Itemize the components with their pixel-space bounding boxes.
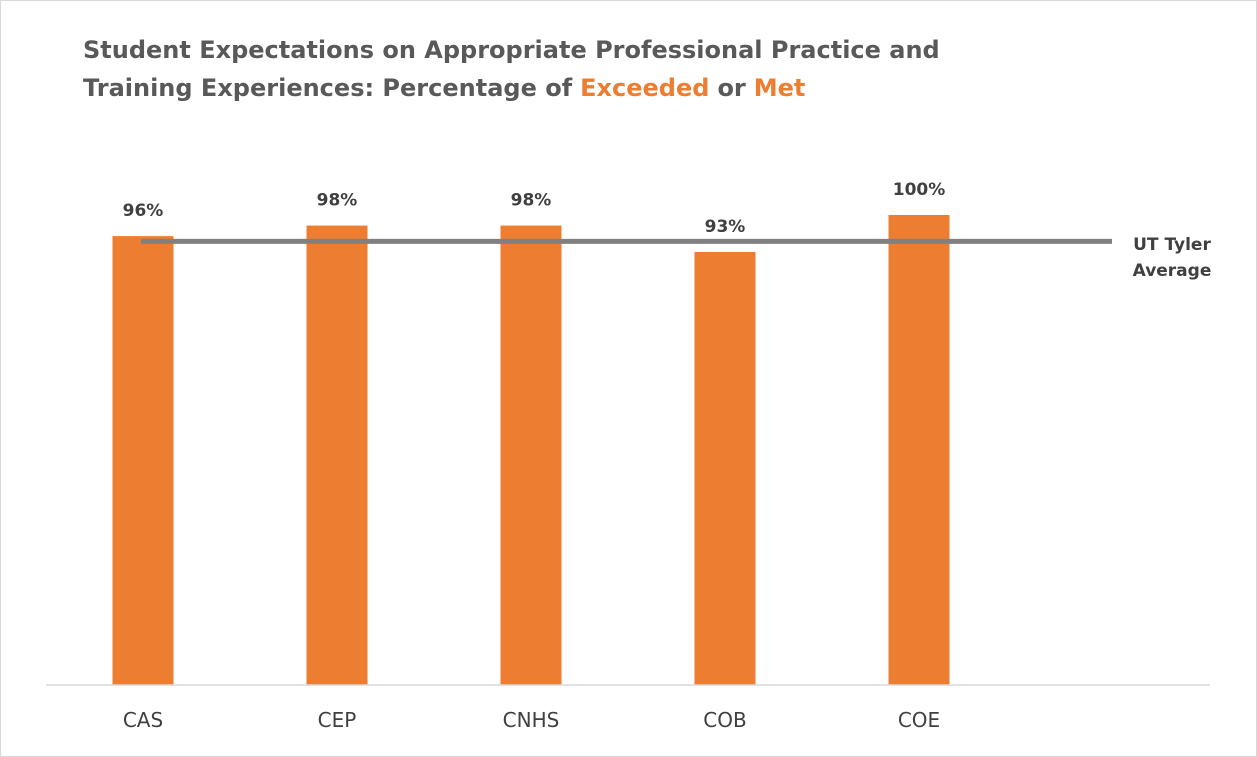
bar (500, 225, 562, 685)
bar (306, 225, 368, 685)
title-part: Training Experiences: Percentage of (83, 74, 573, 102)
x-tick-label: CEP (318, 708, 357, 732)
chart-title: Training Experiences: Percentage of Excee… (83, 74, 805, 102)
x-tick-label: CNHS (503, 708, 560, 732)
bar (694, 251, 756, 685)
chart-title: Student Expectations on Appropriate Prof… (83, 36, 940, 64)
title-part: Student Expectations on Appropriate Prof… (83, 36, 940, 64)
value-label: 98% (317, 191, 358, 211)
title-part: Met (754, 74, 806, 102)
value-label: 96% (123, 201, 164, 221)
bar (112, 236, 174, 685)
value-label: 98% (511, 191, 552, 211)
value-label: 93% (705, 217, 746, 237)
title-part: or (717, 74, 745, 102)
bar (888, 215, 950, 685)
x-tick-label: COE (898, 708, 940, 732)
x-tick-label: CAS (123, 708, 163, 732)
title-part: Exceeded (580, 74, 709, 102)
average-label: UT Tyler Average (1132, 235, 1212, 281)
x-tick-label: COB (703, 708, 746, 732)
value-label: 100% (893, 180, 946, 200)
